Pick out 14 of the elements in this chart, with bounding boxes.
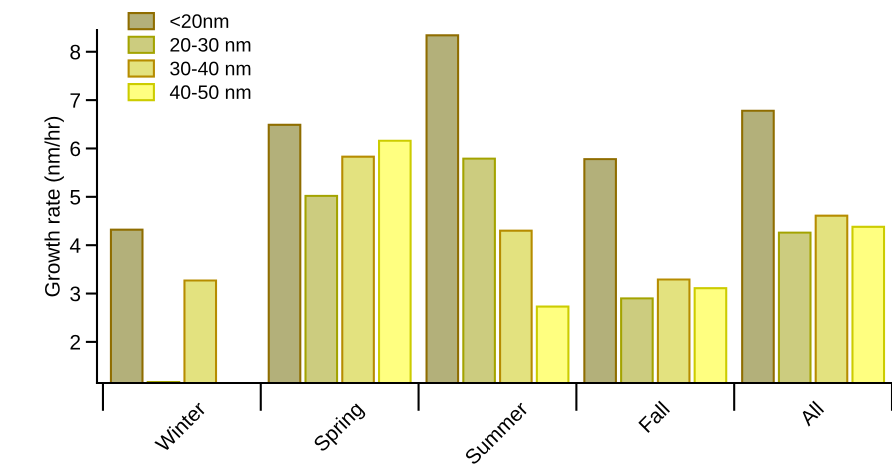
y-tick-label: 2 xyxy=(70,334,80,350)
legend-label: <20nm xyxy=(170,14,228,28)
y-tick-label: 8 xyxy=(70,44,80,60)
legend-label: 20-30 nm xyxy=(170,38,250,52)
y-tick-label: 6 xyxy=(70,141,80,156)
legend-label: 40-50 nm xyxy=(170,85,250,100)
y-tick-label: 3 xyxy=(70,286,80,302)
y-tick-label: 7 xyxy=(70,93,80,108)
x-tick-label: All xyxy=(798,400,824,427)
y-tick-label: 4 xyxy=(70,238,80,253)
y-axis-title: Growth rate (nm/hr) xyxy=(44,116,64,296)
x-tick-label: Fall xyxy=(638,400,670,434)
legend-label: 30-40 nm xyxy=(170,62,250,76)
y-tick-label: 5 xyxy=(70,190,80,205)
